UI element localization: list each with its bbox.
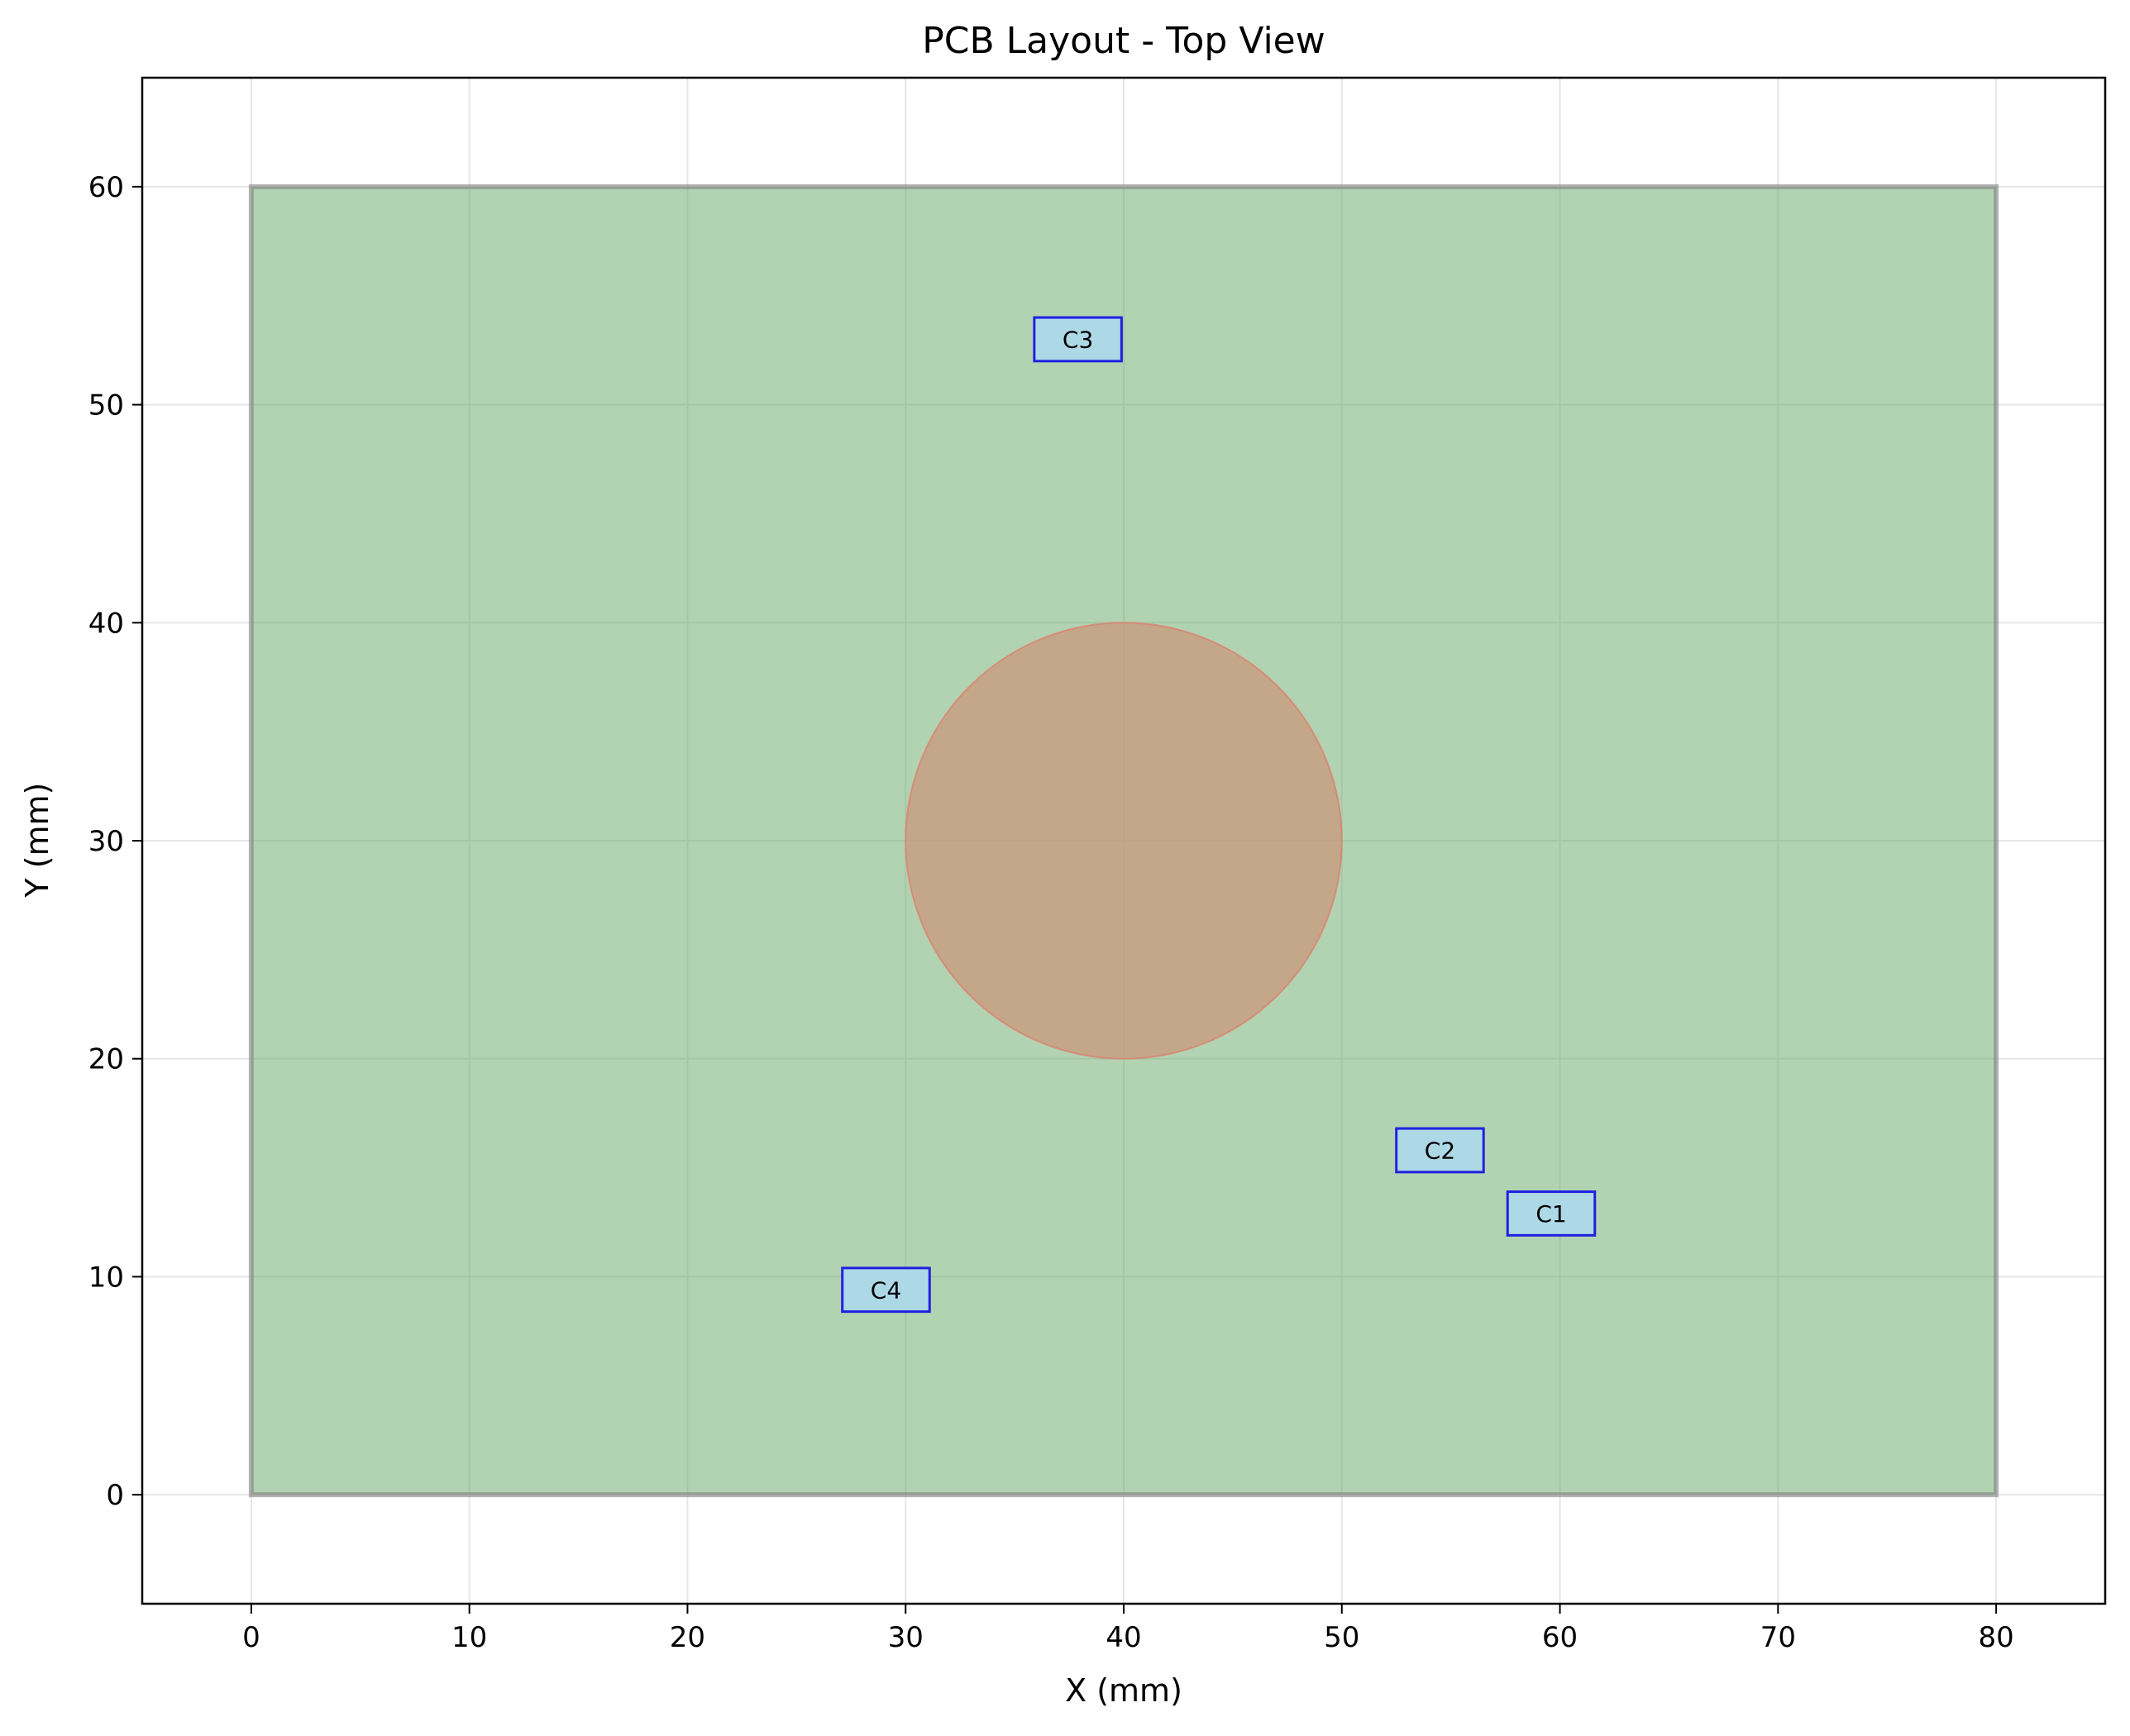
x-tick-label: 30 [888,1621,924,1654]
x-tick-label: 50 [1324,1621,1359,1654]
x-tick-label: 60 [1542,1621,1578,1654]
x-axis-label: X (mm) [1065,1672,1182,1709]
y-tick-label: 10 [88,1261,124,1294]
y-tick-label: 30 [88,825,124,858]
component-body [1395,1127,1485,1174]
component-c2: C2 [1395,1127,1485,1174]
ticks: 0 10 20 30 40 50 60 70 80 0 10 20 30 40 50 60 [88,171,2014,1654]
board-layer [248,184,1999,1498]
y-tick-label: 50 [88,389,124,422]
component-label: C4 [871,1276,901,1304]
y-tick-label: 60 [88,171,124,204]
component-label: C1 [1535,1200,1566,1228]
component-label: C2 [1425,1137,1455,1164]
x-tick-label: 80 [1978,1621,2013,1654]
component-body [1506,1190,1597,1237]
y-tick-label: 20 [88,1043,124,1076]
x-tick-label: 10 [451,1621,487,1654]
x-tick-label: 40 [1106,1621,1141,1654]
components-layer: C1 C2 C3 C4 [841,316,1597,1314]
keepout-circle [905,622,1343,1060]
y-tick-label: 0 [106,1479,124,1512]
y-axis-label: Y (mm) [19,783,55,899]
x-tick-label: 0 [242,1621,260,1654]
component-c3: C3 [1033,316,1123,363]
component-body [841,1266,931,1314]
component-label: C3 [1063,326,1093,353]
y-tick-label: 40 [88,607,124,640]
x-tick-label: 20 [670,1621,705,1654]
chart-title: PCB Layout - Top View [922,20,1325,62]
component-c1: C1 [1506,1190,1597,1237]
component-body [1033,316,1123,363]
component-c4: C4 [841,1266,931,1314]
x-tick-label: 70 [1760,1621,1796,1654]
